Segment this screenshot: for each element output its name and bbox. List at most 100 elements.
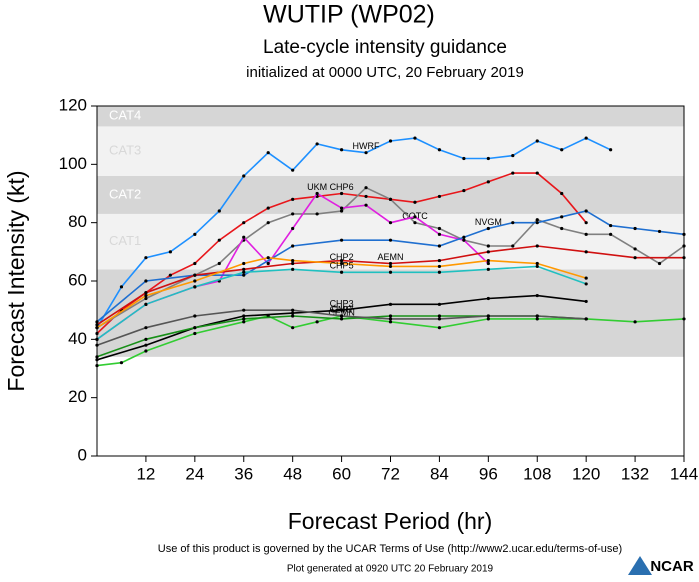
series-point [511,171,515,175]
x-tick-label: 48 [283,464,302,483]
series-point [193,261,197,266]
series-point [266,221,270,225]
category-band [97,126,684,176]
series-point [193,326,197,330]
series-point [291,168,295,172]
series-point [388,314,393,318]
series-point [584,276,588,280]
series-point [437,148,442,152]
series-point [339,308,344,312]
series-point [266,261,270,266]
series-point [266,256,270,260]
y-tick-label: 60 [68,270,87,289]
y-tick-label: 40 [68,329,87,348]
series-point [291,308,295,312]
series-point [437,194,442,199]
series-point [560,148,564,152]
series-point [584,136,588,140]
series-point [388,320,393,324]
series-point [95,337,99,341]
series-point [535,221,539,225]
series-point [584,299,588,304]
series-point [242,261,246,266]
series-point [486,261,490,266]
series-point [486,180,490,184]
series-point [242,267,246,271]
series-point [144,349,148,353]
series-label: NVGM [475,217,502,227]
series-point [560,226,564,231]
series-point [144,256,148,260]
init-text: initialized at 0000 UTC, 20 February 201… [246,64,524,81]
series-line [96,137,611,329]
series-point [535,244,539,248]
series-point [95,358,99,362]
series-point [413,221,417,225]
series-point [682,232,686,236]
series-point [315,320,319,324]
series-point [437,232,442,236]
series-point [584,209,588,213]
series-point [462,235,466,239]
series-point [242,320,246,324]
series-point [339,258,344,263]
series-point [217,238,221,242]
series-point [437,317,442,321]
x-axis-label: Forecast Period (hr) [288,508,493,534]
series-point [217,261,221,266]
series-point [364,151,368,155]
series-point [388,317,393,321]
series-point [584,317,588,321]
series-point [609,223,613,228]
series-label: CHP6 [330,182,354,192]
y-tick-label: 80 [68,212,87,231]
series-point [291,326,295,330]
x-tick-label: 12 [136,464,155,483]
series-point [291,226,295,231]
series-point [291,311,295,315]
series-point [609,232,613,236]
series-point [486,156,490,161]
x-tick-label: 120 [572,464,600,483]
x-tick-label: 24 [185,464,204,483]
series-point [388,270,393,274]
series-point [291,258,295,263]
series-point [609,148,613,152]
series-point [437,244,442,248]
series-point [291,212,295,216]
x-tick-label: 144 [670,464,698,483]
series-point [388,197,393,201]
series-point [95,363,99,368]
series-point [119,285,124,289]
series-point [242,270,246,274]
x-tick-label: 60 [332,464,351,483]
series-label: CHP7 [330,304,354,314]
series-point [633,226,637,231]
series-point [560,191,564,196]
series-point [144,296,148,301]
series-point [242,221,246,225]
series-point [437,258,442,263]
y-tick-label: 100 [59,154,87,173]
series-point [584,232,588,236]
series-point [535,261,539,266]
series-point [193,331,197,336]
series-point [95,326,99,330]
series-point [339,317,344,321]
series-point [95,323,99,327]
category-band [97,176,684,214]
series-point [242,174,246,178]
series-point [535,171,539,175]
series-point [95,331,99,336]
series-point [633,256,637,260]
plot-area: CAT1 CAT2 CAT3 CAT4 0 20 40 60 80 100 120 12 24 36 48 6… [59,95,699,483]
x-tick-label: 132 [621,464,649,483]
series-point [535,264,539,269]
series-point [339,209,344,213]
series-point [364,194,368,199]
y-axis-label: Forecast Intensity (kt) [3,170,29,391]
series-point [168,273,172,277]
generated-text: Plot generated at 0920 UTC 20 February 2… [287,564,494,575]
series-label: UKM [307,182,327,192]
